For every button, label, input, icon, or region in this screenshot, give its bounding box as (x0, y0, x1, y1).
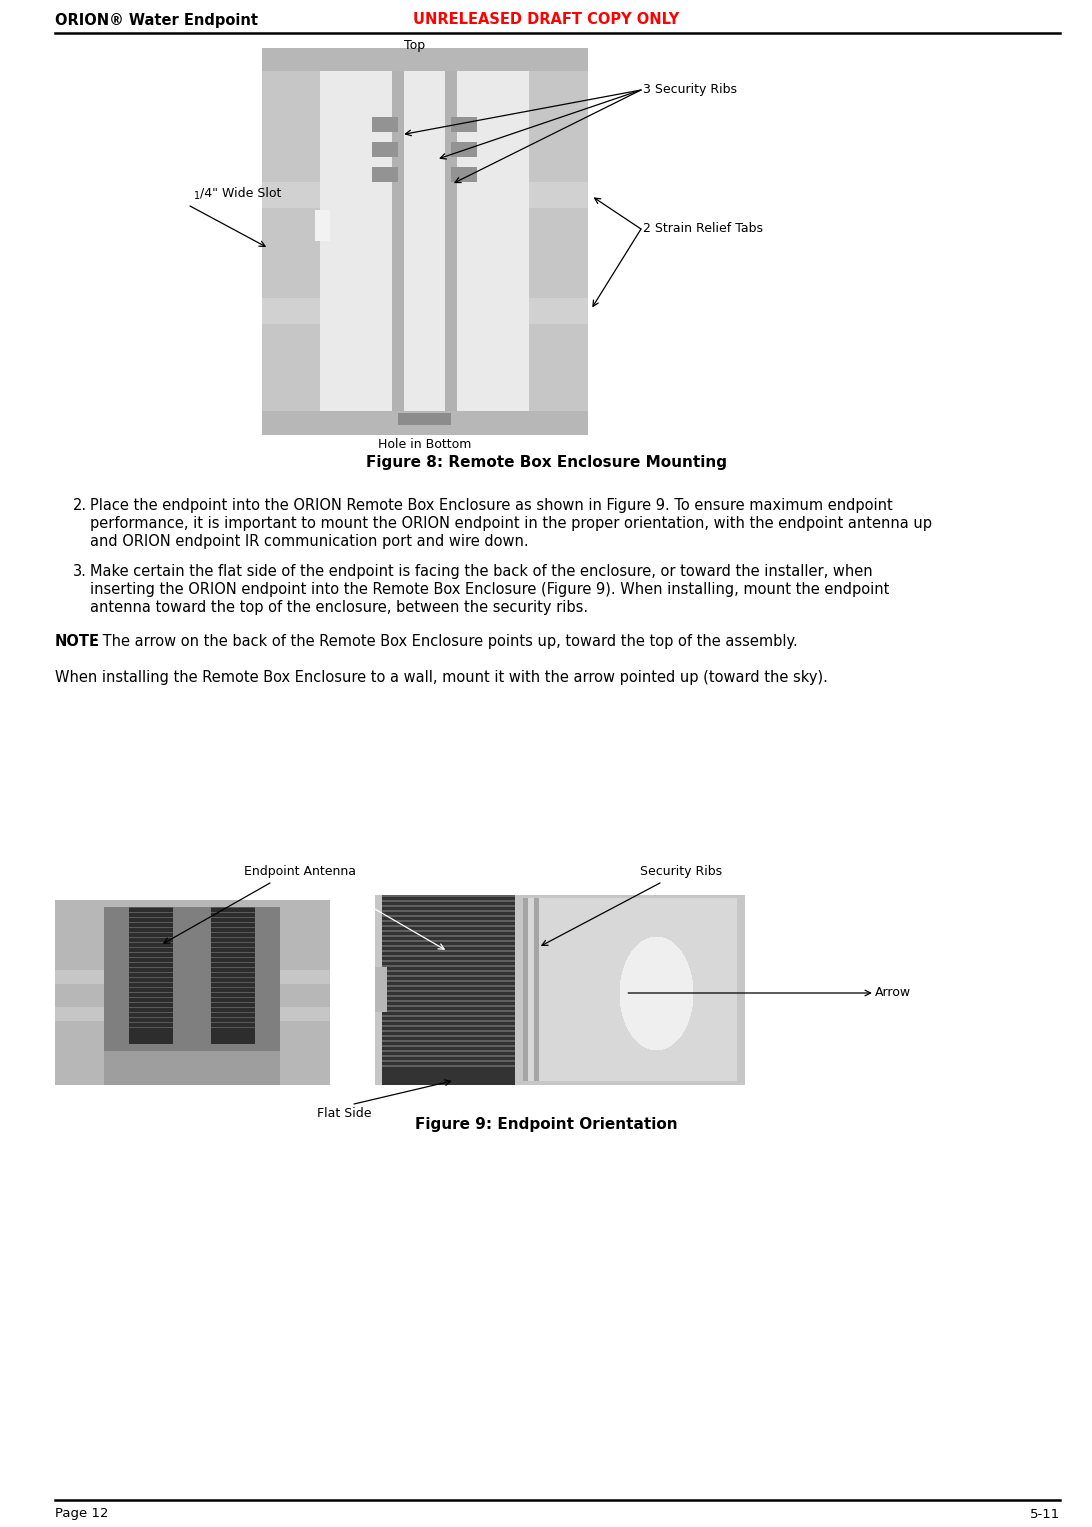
Text: Make certain the flat side of the endpoint is facing the back of the enclosure, : Make certain the flat side of the endpoi… (90, 563, 873, 579)
Text: 2 Strain Relief Tabs: 2 Strain Relief Tabs (643, 223, 763, 235)
Text: Top: Top (404, 40, 426, 52)
Text: Endpoint Antenna: Endpoint Antenna (244, 864, 356, 878)
Text: 3.: 3. (73, 563, 87, 579)
Text: 1: 1 (194, 191, 200, 202)
Text: Place the endpoint into the ORION Remote Box Enclosure as shown in Figure 9. To : Place the endpoint into the ORION Remote… (90, 498, 893, 513)
Text: UNRELEASED DRAFT COPY ONLY: UNRELEASED DRAFT COPY ONLY (413, 12, 679, 27)
Text: Figure 8: Remote Box Enclosure Mounting: Figure 8: Remote Box Enclosure Mounting (366, 455, 726, 469)
Text: performance, it is important to mount the ORION endpoint in the proper orientati: performance, it is important to mount th… (90, 516, 931, 531)
Text: /4" Wide Slot: /4" Wide Slot (201, 186, 282, 200)
Text: Figure 9: Endpoint Orientation: Figure 9: Endpoint Orientation (415, 1118, 677, 1133)
Text: antenna toward the top of the enclosure, between the security ribs.: antenna toward the top of the enclosure,… (90, 600, 589, 615)
Text: Page 12: Page 12 (55, 1507, 108, 1521)
Text: 5-11: 5-11 (1030, 1507, 1060, 1521)
Text: ORION® Water Endpoint: ORION® Water Endpoint (55, 12, 258, 27)
Text: NOTE: NOTE (55, 634, 100, 649)
Text: : The arrow on the back of the Remote Box Enclosure points up, toward the top of: : The arrow on the back of the Remote Bo… (93, 634, 798, 649)
Text: 3 Security Ribs: 3 Security Ribs (643, 84, 737, 96)
Text: inserting the ORION endpoint into the Remote Box Enclosure (Figure 9). When inst: inserting the ORION endpoint into the Re… (90, 582, 889, 597)
Text: Flat Side: Flat Side (317, 1107, 371, 1119)
Text: When installing the Remote Box Enclosure to a wall, mount it with the arrow poin: When installing the Remote Box Enclosure… (55, 670, 828, 686)
Text: Arrow: Arrow (875, 986, 911, 1000)
Text: Security Ribs: Security Ribs (640, 864, 722, 878)
Text: Hole in Bottom: Hole in Bottom (378, 438, 472, 450)
Text: 2.: 2. (73, 498, 87, 513)
Text: and ORION endpoint IR communication port and wire down.: and ORION endpoint IR communication port… (90, 534, 529, 550)
